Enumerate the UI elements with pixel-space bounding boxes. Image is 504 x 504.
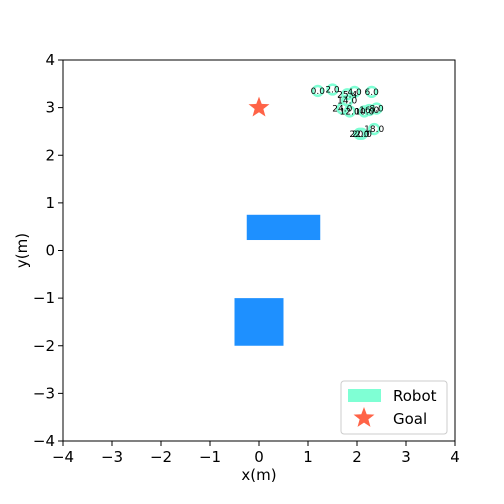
goal-star-icon xyxy=(248,96,270,117)
robot-position-1 xyxy=(326,83,339,96)
robot-position-9 xyxy=(368,122,381,136)
x-tick-label: 1 xyxy=(303,448,313,466)
robot-position-2 xyxy=(348,85,361,99)
y-tick-label: 0 xyxy=(45,242,55,260)
y-tick-label: −2 xyxy=(33,337,55,355)
legend-goal-label: Goal xyxy=(393,410,427,428)
x-axis-ticks: −4 −3 −2 −1 0 1 2 3 4 xyxy=(52,441,460,466)
y-tick-label: −3 xyxy=(33,384,55,402)
obstacle-2 xyxy=(234,298,284,346)
x-tick-label: −2 xyxy=(150,448,172,466)
robot-time-label-13: 25.4 xyxy=(337,90,357,100)
robot-time-labels: 0.0 2.0 4.0 6.08.010.012.014.016.018.020.02… xyxy=(311,86,385,140)
y-tick-label: −4 xyxy=(33,432,55,450)
obstacles-layer xyxy=(234,214,321,346)
robot-time-label-10: 20.0 xyxy=(352,130,372,140)
x-tick-label: −4 xyxy=(52,448,74,466)
y-tick-label: 2 xyxy=(45,146,55,164)
x-tick-label: 0 xyxy=(254,448,264,466)
y-axis-ticks: −4 −3 −2 −1 0 1 2 3 4 xyxy=(33,51,63,450)
robot-position-0 xyxy=(311,84,324,98)
robot-time-label-4: 8.0 xyxy=(369,105,384,115)
robot-time-label-12: 24.0 xyxy=(332,105,352,115)
robot-trajectory-layer xyxy=(311,83,383,140)
obstacle-1 xyxy=(246,214,321,241)
x-tick-label: 4 xyxy=(450,448,460,466)
robot-time-label-2: 4.0 xyxy=(347,88,362,98)
y-axis-label: y(m) xyxy=(13,233,31,268)
robot-position-13 xyxy=(341,88,354,101)
x-tick-label: 2 xyxy=(352,448,362,466)
goal-layer xyxy=(248,96,270,117)
y-tick-label: 3 xyxy=(45,99,55,117)
robot-time-label-9: 18.0 xyxy=(364,125,384,135)
robot-position-6 xyxy=(343,105,356,118)
robot-position-12 xyxy=(336,102,349,115)
y-tick-label: −1 xyxy=(33,289,55,307)
x-axis-label: x(m) xyxy=(241,466,276,484)
robot-time-label-6: 12.0 xyxy=(340,107,360,117)
legend-robot-label: Robot xyxy=(393,387,437,405)
robot-position-11 xyxy=(353,127,366,140)
robot-time-label-0: 0.0 xyxy=(311,87,326,97)
robot-position-3 xyxy=(365,85,378,99)
x-tick-label: 3 xyxy=(401,448,411,466)
robot-time-label-5: 10.0 xyxy=(354,107,374,117)
plot-area xyxy=(63,60,455,441)
robot-time-label-8: 16.0 xyxy=(359,106,379,116)
y-tick-label: 1 xyxy=(45,194,55,212)
robot-time-label-11: 22.0 xyxy=(349,130,369,140)
legend-robot-swatch xyxy=(348,389,381,402)
y-tick-label: 4 xyxy=(45,51,55,69)
robot-time-label-1: 2.0 xyxy=(325,86,340,96)
robot-time-label-7: 14.0 xyxy=(337,96,357,106)
x-tick-label: −3 xyxy=(101,448,123,466)
x-tick-label: −1 xyxy=(199,448,221,466)
legend-goal-star-icon xyxy=(353,407,375,427)
robot-position-8 xyxy=(363,103,376,117)
robot-time-label-3: 6.0 xyxy=(365,88,380,98)
robot-position-4 xyxy=(370,102,383,115)
legend: Robot Goal xyxy=(340,380,448,435)
